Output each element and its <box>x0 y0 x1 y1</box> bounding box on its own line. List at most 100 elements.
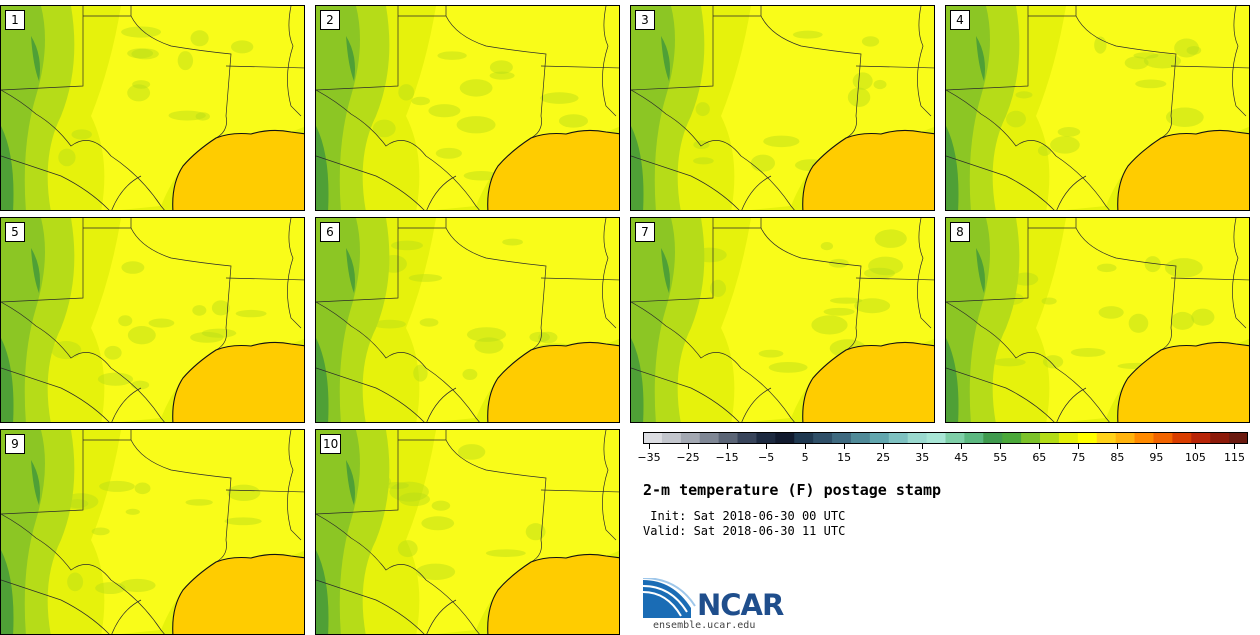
mexico-state-border <box>631 155 740 210</box>
cool-patch <box>121 26 162 38</box>
member-label: 5 <box>5 222 25 242</box>
state-border-red-river <box>1075 227 1177 329</box>
colorbar-bin <box>1191 432 1211 444</box>
cool-patch <box>71 129 92 140</box>
cool-patch <box>190 331 224 343</box>
member-label: 6 <box>320 222 340 242</box>
cool-patch <box>489 60 513 75</box>
mexico-state-border-2 <box>111 175 142 210</box>
colorbar-tick <box>1078 444 1080 449</box>
gulf-coastline <box>487 553 619 634</box>
colorbar-tick <box>844 444 846 449</box>
colorbar-bin <box>926 432 946 444</box>
cool-patch <box>192 305 207 316</box>
colorbar-tick <box>1000 444 1002 449</box>
valid-time: Valid: Sat 2018-06-30 11 UTC <box>643 524 846 538</box>
gulf-of-mexico <box>1117 342 1249 422</box>
gulf-coastline <box>802 341 934 422</box>
colorbar-tick <box>1156 444 1158 449</box>
rio-grande-border <box>1 513 165 634</box>
cool-patch <box>863 267 895 279</box>
cool-patch <box>148 318 175 328</box>
cool-patch <box>201 328 237 338</box>
colorbar-bin <box>1134 432 1154 444</box>
colorbar-tick <box>1117 444 1119 449</box>
cool-patch <box>758 349 784 358</box>
cool-patch <box>1128 313 1149 333</box>
cool-patch <box>462 368 478 380</box>
stamp-panel-3: 3 <box>630 5 935 211</box>
member-label: 8 <box>950 222 970 242</box>
state-border-red-river <box>760 15 862 117</box>
state-border-nm <box>316 218 399 303</box>
colorbar-bin <box>1077 432 1098 444</box>
warm-plains <box>91 6 304 210</box>
gulf-coastline <box>487 341 619 422</box>
gulf-of-mexico <box>487 342 619 422</box>
colorbar-bin <box>661 432 682 444</box>
member-label: 2 <box>320 10 340 30</box>
temperature-colorbar <box>643 432 1248 444</box>
cool-patch <box>540 92 579 104</box>
colorbar-bin <box>850 432 871 444</box>
warm-plains <box>1036 218 1249 422</box>
colorbar-tick-label: −25 <box>676 451 700 464</box>
state-border-nm <box>631 6 714 91</box>
state-border-ar <box>225 65 304 69</box>
colorbar-bin <box>1058 432 1079 444</box>
warm-plains <box>91 430 304 634</box>
cool-patch <box>1170 311 1195 330</box>
cool-patch <box>750 154 775 172</box>
cool-patch <box>195 112 210 121</box>
rio-grande-border <box>631 89 795 210</box>
cool-patch <box>502 238 523 246</box>
colorbar-bin <box>680 432 701 444</box>
cool-patch <box>1015 91 1033 99</box>
colorbar-bin <box>1172 432 1192 444</box>
gulf-of-mexico <box>172 554 304 634</box>
cool-patch <box>131 380 150 390</box>
colorbar-bin <box>813 432 833 444</box>
rocky-ridge <box>31 248 40 293</box>
state-border-ar <box>540 65 619 69</box>
state-border-nm <box>316 430 399 515</box>
logo-wordmark: NCAR <box>697 588 784 622</box>
rocky-ridge <box>661 36 670 81</box>
colorbar-tick-label: 85 <box>1110 451 1125 464</box>
state-border-ar <box>1170 277 1249 281</box>
stamp-panel-4: 4 <box>945 5 1250 211</box>
warm-plains <box>721 218 934 422</box>
cool-patch <box>1191 308 1215 326</box>
colorbar-tick <box>1195 444 1197 449</box>
colorbar-tick-label: 95 <box>1149 451 1164 464</box>
cool-patch <box>692 247 727 263</box>
cool-patch <box>435 147 462 159</box>
rio-grande-border <box>316 301 480 422</box>
rocky-ridge <box>976 248 985 293</box>
init-time: Init: Sat 2018-06-30 00 UTC <box>643 509 846 523</box>
state-border-nm <box>1 218 84 303</box>
colorbar-bin <box>888 432 909 444</box>
colorbar-frame <box>643 432 1248 444</box>
mexico-state-border-2 <box>111 599 142 634</box>
colorbar-tick-label: 75 <box>1071 451 1086 464</box>
state-border-ms-river <box>917 218 932 329</box>
cool-patch <box>398 84 415 101</box>
stamp-panel-7: 7 <box>630 217 935 423</box>
state-border-red-river <box>130 227 232 329</box>
state-border-ms-river <box>602 430 617 541</box>
member-label: 10 <box>320 434 342 454</box>
gulf-coastline <box>172 553 304 634</box>
cool-patch <box>558 114 589 128</box>
warm-plains <box>91 218 304 422</box>
cool-patch <box>125 508 140 515</box>
colorbar-bin <box>1210 432 1230 444</box>
cool-patch <box>1133 52 1159 59</box>
gulf-coastline <box>1117 341 1249 422</box>
mexico-state-border-2 <box>426 175 457 210</box>
colorbar-tick <box>766 444 768 449</box>
colorbar-bin <box>1229 432 1248 444</box>
cool-patch <box>224 517 262 526</box>
colorbar-bin <box>699 432 720 444</box>
cool-patch <box>868 256 904 276</box>
